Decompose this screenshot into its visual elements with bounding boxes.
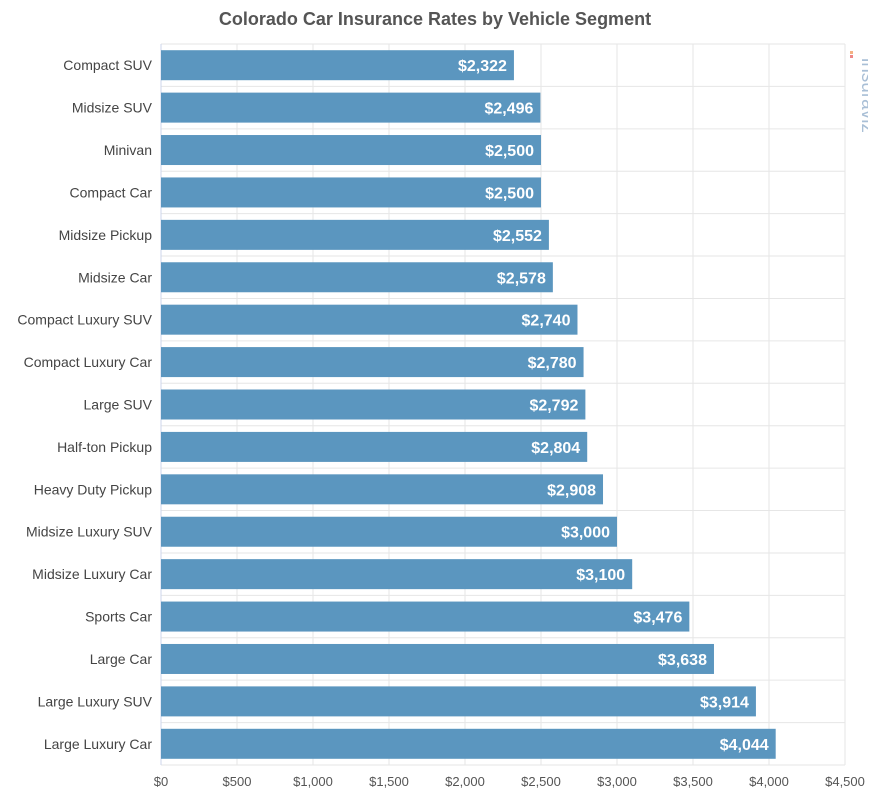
x-tick-label: $4,000 (749, 774, 789, 789)
data-label: $2,740 (522, 313, 571, 330)
x-tick-label: $2,000 (445, 774, 485, 789)
bar (161, 347, 584, 378)
bar (161, 219, 549, 250)
bar (161, 50, 514, 81)
category-label: Minivan (104, 142, 152, 158)
insuraviz-logo: insuraviz (850, 51, 868, 133)
category-label: Large Car (90, 651, 153, 667)
category-label: Midsize Luxury SUV (26, 524, 153, 540)
data-label: $2,792 (529, 398, 578, 415)
svg-text:insuraviz: insuraviz (857, 58, 868, 133)
category-label: Compact SUV (63, 57, 152, 73)
category-label: Large SUV (84, 397, 153, 413)
bar (161, 304, 578, 335)
data-label: $3,000 (561, 525, 610, 542)
data-label: $4,044 (720, 737, 769, 754)
data-label: $3,914 (700, 694, 749, 711)
x-tick-label: $500 (223, 774, 252, 789)
bar (161, 389, 586, 420)
x-tick-label: $4,500 (825, 774, 865, 789)
category-label: Large Luxury SUV (38, 693, 153, 709)
category-label: Midsize SUV (72, 100, 153, 116)
category-label: Compact Luxury SUV (17, 312, 152, 328)
category-label: Compact Car (70, 184, 153, 200)
bar (161, 474, 604, 505)
bar (161, 643, 714, 674)
category-label: Large Luxury Car (44, 736, 153, 752)
data-label: $3,100 (576, 567, 625, 584)
bar (161, 262, 553, 293)
category-label: Heavy Duty Pickup (34, 481, 152, 497)
data-label: $2,552 (493, 228, 542, 245)
x-tick-label: $3,000 (597, 774, 637, 789)
data-label: $2,908 (547, 482, 596, 499)
bar (161, 728, 776, 759)
data-label: $2,500 (485, 185, 534, 202)
bar (161, 601, 690, 632)
x-tick-label: $0 (154, 774, 168, 789)
category-label: Midsize Car (78, 269, 152, 285)
data-label: $3,638 (658, 652, 707, 669)
bar (161, 516, 617, 547)
data-label: $2,780 (528, 355, 577, 372)
bar (161, 135, 541, 166)
x-tick-label: $1,000 (293, 774, 333, 789)
category-label: Half-ton Pickup (57, 439, 152, 455)
bar (161, 177, 541, 208)
x-tick-label: $2,500 (521, 774, 561, 789)
category-label: Midsize Luxury Car (32, 566, 152, 582)
bar (161, 686, 756, 717)
x-tick-label: $1,500 (369, 774, 409, 789)
data-label: $2,804 (531, 440, 580, 457)
bar (161, 431, 588, 462)
bar (161, 559, 633, 590)
category-label: Compact Luxury Car (24, 354, 153, 370)
chart-title: Colorado Car Insurance Rates by Vehicle … (218, 9, 652, 29)
data-label: $2,496 (484, 101, 533, 118)
data-label: $3,476 (633, 610, 682, 627)
data-label: $2,578 (497, 270, 546, 287)
category-label: Midsize Pickup (59, 227, 153, 243)
data-label: $2,322 (458, 58, 507, 75)
category-label: Sports Car (85, 609, 152, 625)
data-label: $2,500 (485, 143, 534, 160)
x-tick-label: $3,500 (673, 774, 713, 789)
bar (161, 92, 541, 123)
